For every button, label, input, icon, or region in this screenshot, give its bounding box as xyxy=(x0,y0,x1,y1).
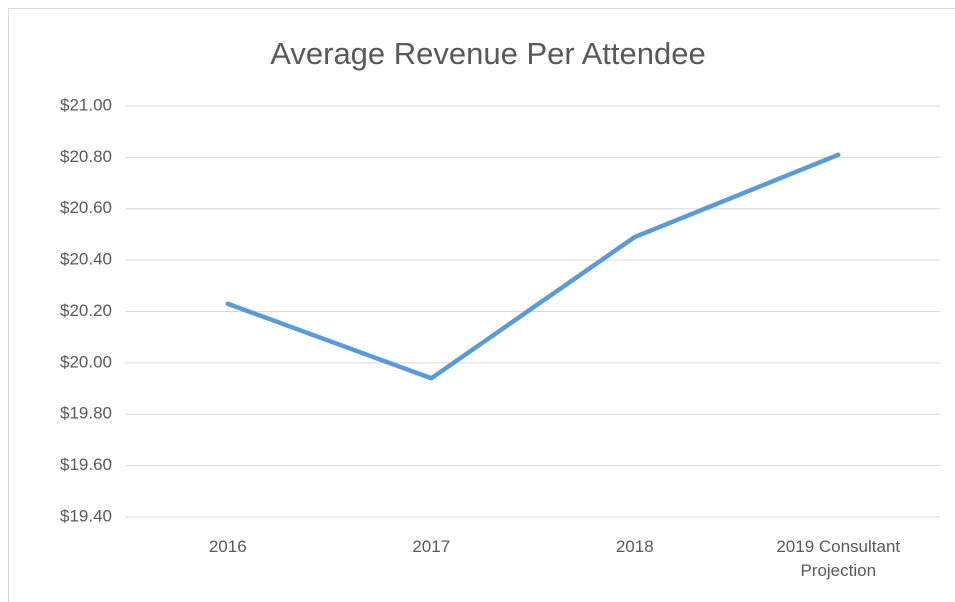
chart-border xyxy=(8,8,955,602)
y-tick-label: $19.80 xyxy=(60,404,112,423)
y-tick-label: $19.40 xyxy=(60,506,112,525)
x-tick-label: 2019 Consultant Projection xyxy=(776,537,901,580)
y-tick-label: $20.20 xyxy=(60,301,112,320)
y-tick-label: $21.00 xyxy=(60,95,112,114)
chart-title: Average Revenue Per Attendee xyxy=(270,36,705,71)
y-tick-label: $20.80 xyxy=(60,147,112,166)
x-tick-label: 2018 xyxy=(615,537,654,556)
y-tick-label: $20.60 xyxy=(60,198,112,217)
y-tick-label: $20.00 xyxy=(60,352,112,371)
y-tick-label: $20.40 xyxy=(60,250,112,269)
x-tick-label: 2016 xyxy=(208,537,247,556)
y-tick-label: $19.60 xyxy=(60,455,112,474)
x-tick-label: 2017 xyxy=(412,537,451,556)
line-series xyxy=(225,152,841,381)
